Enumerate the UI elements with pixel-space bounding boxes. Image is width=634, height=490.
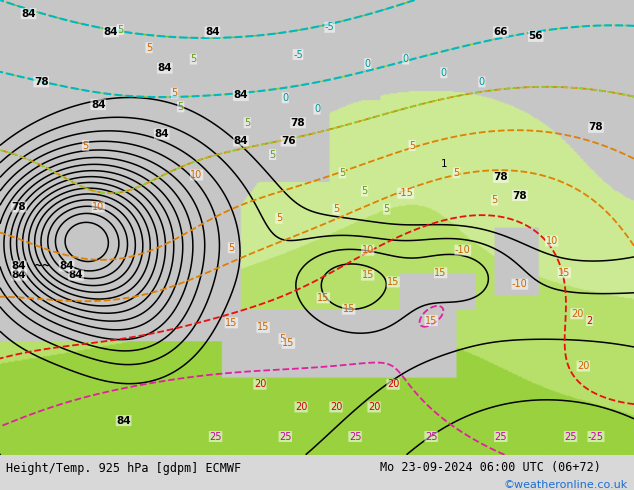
Text: 25: 25 <box>495 432 507 441</box>
Text: ©weatheronline.co.uk: ©weatheronline.co.uk <box>503 480 628 490</box>
Text: 25: 25 <box>349 432 361 441</box>
Text: 78: 78 <box>493 172 508 182</box>
Text: 78: 78 <box>290 118 306 128</box>
Text: 2: 2 <box>586 316 593 325</box>
Text: 15: 15 <box>257 322 269 332</box>
Text: 84: 84 <box>11 261 27 271</box>
Text: -25: -25 <box>588 432 604 441</box>
Text: 5: 5 <box>190 54 197 64</box>
Text: 78: 78 <box>11 202 27 212</box>
Text: ~~: ~~ <box>34 261 52 271</box>
Text: -5: -5 <box>293 49 303 60</box>
Text: Mo 23-09-2024 06:00 UTC (06+72): Mo 23-09-2024 06:00 UTC (06+72) <box>380 461 601 473</box>
Text: -5: -5 <box>325 22 335 32</box>
Text: 5: 5 <box>384 204 390 214</box>
Text: 0: 0 <box>365 59 371 69</box>
Text: 5: 5 <box>279 334 285 344</box>
Text: 0: 0 <box>479 77 485 87</box>
Text: 84: 84 <box>233 91 249 100</box>
Text: 5: 5 <box>361 186 368 196</box>
Text: -10: -10 <box>455 245 470 255</box>
Text: 0: 0 <box>403 54 409 64</box>
Text: 84: 84 <box>154 129 169 139</box>
Text: 15: 15 <box>361 270 374 280</box>
Text: 5: 5 <box>82 141 89 150</box>
Text: 25: 25 <box>209 432 222 441</box>
Text: 5: 5 <box>228 243 235 253</box>
Text: 25: 25 <box>279 432 292 441</box>
Text: 78: 78 <box>512 191 527 200</box>
Text: 20: 20 <box>295 402 307 412</box>
Text: 15: 15 <box>282 338 295 348</box>
Text: 5: 5 <box>491 195 498 205</box>
Text: 84: 84 <box>91 99 106 110</box>
Text: -10: -10 <box>512 279 527 289</box>
Text: -15: -15 <box>398 188 414 198</box>
Text: 5: 5 <box>178 102 184 112</box>
Text: 84: 84 <box>116 416 131 426</box>
Text: 10: 10 <box>92 202 105 212</box>
Text: 84: 84 <box>233 136 249 146</box>
Text: 5: 5 <box>269 149 276 160</box>
Text: 10: 10 <box>545 236 558 246</box>
Text: 5: 5 <box>453 168 460 178</box>
Text: 5: 5 <box>244 118 250 128</box>
Text: 20: 20 <box>577 361 590 371</box>
Text: 0: 0 <box>282 93 288 103</box>
Text: 78: 78 <box>588 122 604 132</box>
Text: 10: 10 <box>361 245 374 255</box>
Text: 84: 84 <box>205 27 220 37</box>
Text: 15: 15 <box>425 316 437 325</box>
Text: 10: 10 <box>190 170 203 180</box>
Text: 5: 5 <box>339 168 346 178</box>
Text: 15: 15 <box>317 293 330 303</box>
Text: 20: 20 <box>571 309 583 319</box>
Text: 84: 84 <box>21 9 36 19</box>
Text: 66: 66 <box>494 27 508 37</box>
Text: 84: 84 <box>68 270 84 280</box>
Text: 1: 1 <box>441 159 447 169</box>
Text: 84: 84 <box>157 63 172 73</box>
Text: 84: 84 <box>59 261 74 271</box>
Text: 20: 20 <box>254 379 266 389</box>
Text: 84: 84 <box>11 270 27 280</box>
Text: 56: 56 <box>529 31 543 41</box>
Text: 5: 5 <box>146 43 152 53</box>
Text: 78: 78 <box>34 77 49 87</box>
Text: 5: 5 <box>171 88 178 98</box>
Text: 15: 15 <box>434 268 447 278</box>
Text: 25: 25 <box>425 432 437 441</box>
Text: 0: 0 <box>314 104 320 114</box>
Text: 15: 15 <box>387 277 399 287</box>
Text: 5: 5 <box>409 141 415 150</box>
Text: 20: 20 <box>330 402 342 412</box>
Text: 15: 15 <box>342 304 355 314</box>
Text: 20: 20 <box>387 379 399 389</box>
Text: Height/Temp. 925 hPa [gdpm] ECMWF: Height/Temp. 925 hPa [gdpm] ECMWF <box>6 463 242 475</box>
Text: 76: 76 <box>281 136 296 146</box>
Text: 5: 5 <box>333 204 339 214</box>
Text: 0: 0 <box>441 68 447 78</box>
Text: 20: 20 <box>368 402 380 412</box>
Text: 15: 15 <box>225 318 238 328</box>
Text: 15: 15 <box>558 268 571 278</box>
Text: 25: 25 <box>564 432 577 441</box>
Text: 84: 84 <box>103 27 119 37</box>
Text: 5: 5 <box>117 24 124 35</box>
Text: 5: 5 <box>276 213 282 223</box>
